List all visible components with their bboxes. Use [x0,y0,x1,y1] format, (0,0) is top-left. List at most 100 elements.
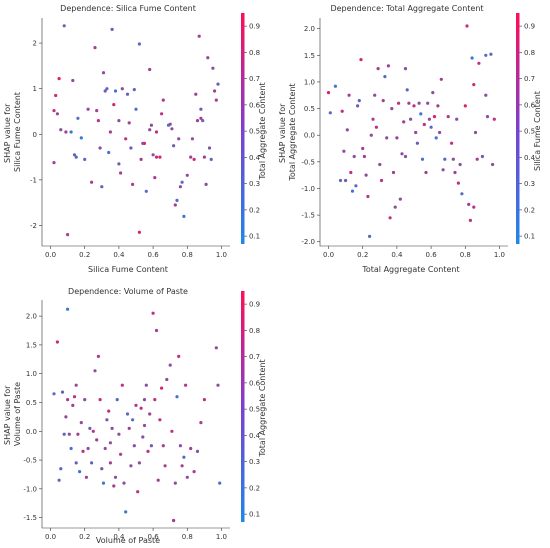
scatter-point [101,481,106,485]
colorbar-tick-label: 0.2 [249,484,260,492]
colorbar-tick-label: 0.6 [249,101,261,109]
scatter-point [386,64,390,68]
y-axis-label-line-1: SHAP value for [3,385,12,445]
y-tick-label: 1 [33,85,37,93]
x-tick-label: 0.4 [113,533,125,541]
colorbar-tick-label: 0.1 [249,511,260,519]
scatter-point [436,104,440,108]
scatter-point [110,27,114,31]
scatter-point [66,233,70,237]
scatter-point [344,178,348,183]
scatter-point [134,403,138,407]
y-tick-label: 0.0 [26,428,37,436]
scatter-point [148,412,152,416]
x-tick-label: 0.0 [323,251,334,259]
x-tick-label: 0.0 [45,251,56,259]
scatter-point [385,136,389,140]
scatter-point [420,157,425,161]
scatter-point [347,93,351,97]
panel-total-aggregate: Dependence: Total Aggregate Content 0.0 0… [278,4,542,274]
scatter-point [356,104,360,108]
scatter-point [489,52,493,56]
y-axis-label-line-2: Total Aggregate Content [288,83,297,181]
scatter-point [381,99,385,103]
y-tick-label: 2.0 [304,25,315,33]
scatter-point [151,153,155,157]
scatter-point [207,146,212,150]
scatter-point [146,449,150,453]
scatter-point [149,123,153,127]
scatter-point [110,426,114,430]
scatter-point [373,93,377,97]
scatter-point [93,46,97,50]
scatter-point [98,398,102,402]
scatter-point [415,141,419,145]
colorbar-tick-label: 0.4 [249,432,261,440]
scatter-point [101,71,106,75]
scatter-point [66,398,70,402]
colorbar-tick-label: 0.4 [524,154,536,162]
scatter-point [175,395,179,399]
scatter-point [184,383,188,387]
scatter-point [350,189,355,193]
scatter-point [338,178,343,183]
scatter-point [64,415,68,419]
colorbar-tick-label: 0.9 [249,301,260,309]
scatter-point [76,116,80,120]
scatter-point [492,117,496,121]
scatter-point [185,475,189,479]
scatter-point [467,202,471,206]
colorbar-tick-label: 0.7 [249,75,260,83]
scatter-point [83,157,87,161]
scatter-point [113,89,118,93]
scatter-point [398,197,402,201]
scatter-point [451,157,455,161]
scatter-point [393,205,397,209]
y-tick-label: 2.0 [26,313,37,321]
scatter-point [199,116,203,120]
scatter-point [364,173,368,177]
scatter-point [117,119,121,123]
scatter-point [211,66,215,70]
scatter-point [388,216,392,220]
scatter-point [450,141,454,145]
colorbar-tick-label: 0.6 [524,101,536,109]
scatter-point [434,136,438,140]
scatter-point [371,117,375,121]
scatter-point [90,461,94,465]
scatter-point [55,340,60,344]
panel-title: Dependence: Silica Fume Content [60,4,196,13]
scatter-point [438,130,442,135]
scatter-point [170,127,174,131]
x-tick-label: 0.6 [148,533,160,541]
scatter-point [137,42,141,46]
scatter-point [52,161,56,165]
scatter-point [54,93,58,98]
scatter-point [472,83,476,87]
scatter-point [403,67,408,71]
scatter-point [326,91,331,95]
scatter-point [180,180,184,184]
scatter-point [192,157,196,161]
y-tick-label: -1.5 [301,212,315,220]
scatter-point [124,137,128,141]
scatter-point [117,432,121,436]
y-tick-label: 0.5 [304,105,315,113]
scatter-point [397,101,401,105]
y-tick-label: -1.5 [23,514,37,522]
scatter-point [62,432,66,436]
scatter-point [374,125,378,129]
scatter-point [446,115,450,119]
scatter-point [107,409,111,413]
colorbar [241,291,245,522]
scatter-point [172,144,176,148]
scatter-point [79,136,83,140]
y-axis-label: SHAP value for Silica Fume Content [3,92,22,172]
scatter-point [158,155,162,159]
scatter-point [71,403,75,407]
y-tick-label: 0.5 [26,399,37,407]
scatter-point [160,112,164,116]
panel-title: Dependence: Total Aggregate Content [330,4,483,13]
panel-volume-of-paste: Dependence: Volume of Paste 0.0 0.2 0.4 0.6… [3,287,267,545]
